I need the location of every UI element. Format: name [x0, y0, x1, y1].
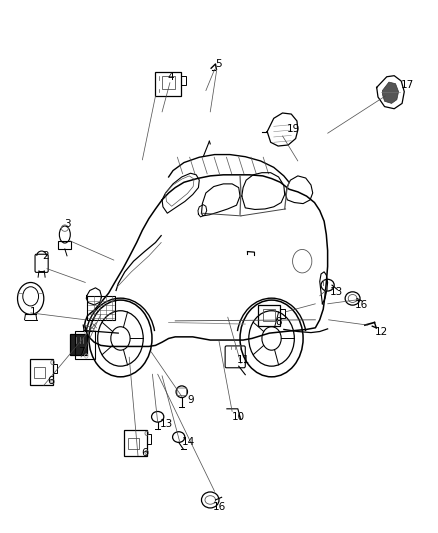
- Bar: [58, 241, 71, 249]
- Text: 19: 19: [287, 124, 300, 134]
- Bar: [75, 331, 95, 359]
- Bar: [162, 76, 175, 89]
- Bar: [155, 72, 181, 96]
- Text: 4: 4: [167, 72, 174, 82]
- Bar: [87, 296, 115, 320]
- Polygon shape: [382, 82, 399, 103]
- Text: 13: 13: [330, 287, 343, 297]
- Text: 14: 14: [182, 438, 195, 447]
- Bar: [53, 364, 57, 373]
- Bar: [181, 76, 186, 85]
- Text: 16: 16: [212, 503, 226, 512]
- Bar: [128, 438, 139, 449]
- Text: 3: 3: [64, 219, 71, 229]
- Text: 7: 7: [78, 347, 85, 357]
- Text: 5: 5: [215, 59, 223, 69]
- Text: 13: 13: [160, 419, 173, 429]
- Text: 2: 2: [42, 251, 49, 261]
- Text: 12: 12: [374, 327, 388, 336]
- Text: 11: 11: [237, 355, 250, 365]
- Bar: [70, 334, 87, 355]
- Text: 9: 9: [187, 395, 194, 405]
- Text: 6: 6: [141, 448, 148, 458]
- Bar: [34, 367, 45, 378]
- Bar: [280, 309, 285, 318]
- Bar: [147, 434, 151, 444]
- Bar: [124, 430, 147, 456]
- Text: 10: 10: [232, 412, 245, 422]
- Bar: [263, 309, 275, 321]
- Text: 16: 16: [355, 300, 368, 310]
- Text: 8: 8: [275, 318, 282, 327]
- Bar: [258, 305, 280, 326]
- Bar: [30, 359, 53, 385]
- Text: 1: 1: [29, 307, 36, 317]
- Text: 6: 6: [47, 376, 54, 386]
- Text: 17: 17: [401, 80, 414, 90]
